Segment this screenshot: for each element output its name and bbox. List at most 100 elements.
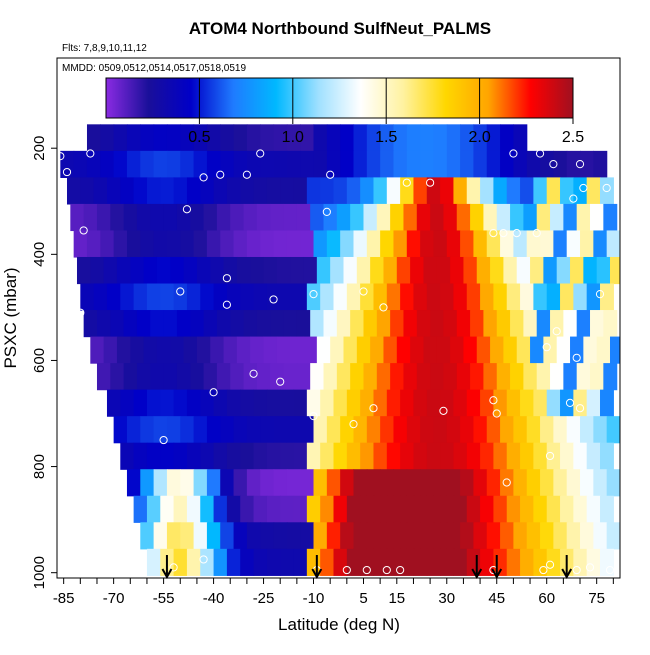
heatmap-cell [316, 336, 331, 364]
heatmap-cell [553, 469, 568, 497]
heatmap-cell [66, 177, 81, 205]
observation-point [362, 565, 371, 575]
profile-arrowhead [561, 568, 573, 580]
heatmap-cell [166, 469, 181, 497]
heatmap-cell [286, 469, 301, 497]
observation-point [359, 287, 368, 296]
observation-point [249, 369, 258, 378]
heatmap-cell [283, 203, 298, 232]
heatmap-cell [506, 283, 521, 311]
heatmap-cell [500, 469, 514, 497]
heatmap-cell [393, 230, 408, 258]
heatmap-cell [266, 548, 281, 576]
heatmap-cell [193, 469, 208, 497]
heatmap-cell [383, 336, 398, 364]
heatmap-cell [96, 203, 111, 232]
heatmap-cell [480, 548, 495, 576]
heatmap-cell [153, 124, 168, 152]
heatmap-cell [506, 177, 521, 205]
heatmap-cell [413, 389, 428, 417]
heatmap-cell [253, 442, 268, 470]
heatmap-cell [493, 495, 508, 523]
heatmap-cell [346, 442, 361, 470]
heatmap-cell [486, 522, 501, 550]
observation-point [256, 149, 265, 158]
observation-point [605, 565, 615, 575]
heatmap-cell [443, 310, 458, 338]
heatmap-cell [220, 124, 235, 152]
heatmap-cell [286, 124, 301, 152]
observation-point [222, 274, 231, 283]
heatmap-cell [206, 230, 221, 258]
heatmap-cell [386, 548, 401, 576]
heatmap-cell [276, 336, 291, 364]
heatmap-cell [400, 177, 415, 205]
heatmap-cell [113, 124, 128, 152]
heatmap-cell [546, 495, 561, 523]
heatmap-cell [340, 150, 355, 178]
heatmap-cell [353, 150, 368, 178]
heatmap-cell [200, 495, 215, 523]
heatmap-cell [180, 416, 195, 444]
observation-point [222, 300, 231, 309]
heatmap-cell [443, 203, 458, 232]
heatmap-cell [536, 203, 551, 232]
heatmap-cell [550, 310, 564, 338]
heatmap-cell [293, 283, 308, 311]
y-tick-label: 800 [31, 454, 48, 479]
heatmap-cell [280, 283, 295, 311]
heatmap-cell [246, 124, 261, 152]
heatmap-cell [570, 336, 584, 364]
observation-point [552, 327, 561, 336]
heatmap-cell [90, 256, 105, 285]
heatmap-cell [603, 363, 618, 391]
heatmap-cell [173, 389, 188, 417]
heatmap-cell [340, 230, 355, 258]
heatmap-cell [366, 416, 381, 444]
heatmap-cell [256, 203, 271, 232]
heatmap-cell [196, 256, 211, 285]
heatmap-cell [290, 336, 305, 364]
heatmap-cell [440, 177, 455, 205]
observation-point [396, 565, 405, 575]
heatmap-cell [560, 177, 574, 205]
heatmap-cell [223, 256, 238, 285]
heatmap-cell [233, 230, 248, 258]
heatmap-cell [466, 283, 481, 311]
heatmap-cell [333, 283, 348, 311]
heatmap-cell [266, 283, 281, 311]
heatmap-cell [320, 548, 335, 576]
heatmap-cell [406, 469, 421, 497]
heatmap-cell [366, 124, 381, 152]
heatmap-cell [170, 256, 185, 285]
observation-point [309, 412, 318, 421]
heatmap-cell [460, 416, 475, 444]
heatmap-layer [60, 124, 620, 576]
heatmap-cell [226, 177, 241, 205]
observation-point [542, 343, 551, 352]
x-tick-label: -55 [153, 590, 175, 607]
observation-point [499, 229, 508, 238]
heatmap-cell [146, 495, 161, 523]
heatmap-cell [150, 310, 165, 338]
heatmap-cell [496, 363, 511, 391]
heatmap-cell [446, 522, 461, 550]
heatmap-cell [353, 124, 368, 152]
heatmap-cell [193, 522, 208, 550]
heatmap-cell [426, 548, 441, 576]
heatmap-cell [143, 336, 158, 364]
heatmap-cell [203, 363, 218, 391]
heatmap-cell [380, 150, 395, 178]
heatmap-cell [350, 310, 365, 338]
heatmap-cell [160, 283, 175, 311]
heatmap-cell [453, 283, 468, 311]
heatmap-cell [456, 203, 471, 232]
heatmap-cell [526, 416, 541, 444]
heatmap-cell [193, 230, 208, 258]
heatmap-cell [193, 124, 208, 152]
heatmap-cell [113, 150, 128, 178]
heatmap-cell [420, 124, 435, 152]
heatmap-cell [573, 495, 588, 523]
heatmap-cell [413, 283, 428, 311]
heatmap-cell [520, 442, 534, 470]
